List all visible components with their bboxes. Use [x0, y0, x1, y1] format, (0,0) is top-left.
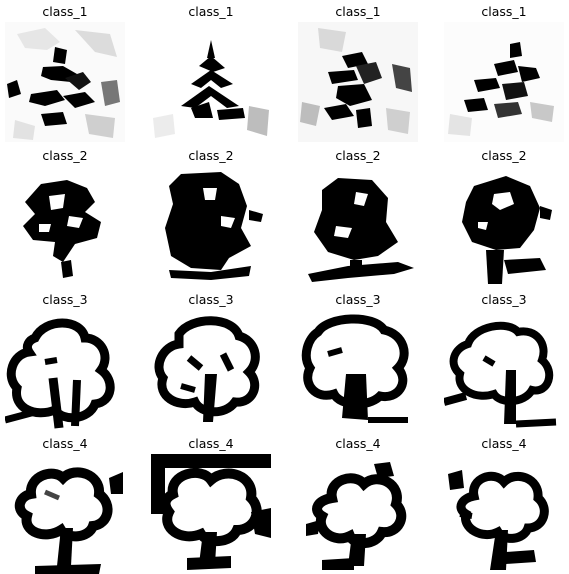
- cell-title: class_3: [188, 292, 234, 307]
- sample-image-tree: [444, 166, 564, 286]
- sample-image-tree: [151, 454, 271, 574]
- sample-image-tree: [5, 22, 125, 142]
- cell-title: class_3: [481, 292, 527, 307]
- grid-cell: class_2: [444, 146, 564, 286]
- sample-image-tree: [298, 310, 418, 430]
- grid-cell: class_1: [444, 2, 564, 142]
- grid-cell: class_4: [444, 434, 564, 574]
- cell-title: class_1: [188, 4, 234, 19]
- sample-image-tree: [298, 166, 418, 286]
- grid-cell: class_4: [151, 434, 271, 574]
- grid-cell: class_2: [5, 146, 125, 286]
- cell-title: class_2: [42, 148, 88, 163]
- grid-cell: class_2: [151, 146, 271, 286]
- cell-title: class_4: [481, 436, 527, 451]
- sample-image-tree: [5, 310, 125, 430]
- cell-title: class_3: [335, 292, 381, 307]
- sample-image-tree: [5, 454, 125, 574]
- cell-title: class_1: [481, 4, 527, 19]
- sample-image-tree: [5, 166, 125, 286]
- grid-cell: class_1: [298, 2, 418, 142]
- cell-title: class_1: [42, 4, 88, 19]
- grid-cell: class_1: [151, 2, 271, 142]
- cell-title: class_3: [42, 292, 88, 307]
- sample-image-tree: [444, 454, 564, 574]
- cell-title: class_2: [335, 148, 381, 163]
- cell-title: class_2: [481, 148, 527, 163]
- sample-image-tree: [151, 22, 271, 142]
- sample-image-tree: [151, 310, 271, 430]
- sample-image-tree: [444, 22, 564, 142]
- grid-cell: class_3: [298, 290, 418, 430]
- sample-image-tree: [151, 166, 271, 286]
- cell-title: class_4: [188, 436, 234, 451]
- grid-cell: class_4: [298, 434, 418, 574]
- grid-cell: class_1: [5, 2, 125, 142]
- cell-title: class_4: [335, 436, 381, 451]
- cell-title: class_2: [188, 148, 234, 163]
- grid-cell: class_2: [298, 146, 418, 286]
- cell-title: class_4: [42, 436, 88, 451]
- sample-image-tree: [444, 310, 564, 430]
- grid-cell: class_4: [5, 434, 125, 574]
- sample-image-tree: [298, 454, 418, 574]
- cell-title: class_1: [335, 4, 381, 19]
- sample-image-tree: [298, 22, 418, 142]
- grid-cell: class_3: [444, 290, 564, 430]
- grid-cell: class_3: [5, 290, 125, 430]
- grid-cell: class_3: [151, 290, 271, 430]
